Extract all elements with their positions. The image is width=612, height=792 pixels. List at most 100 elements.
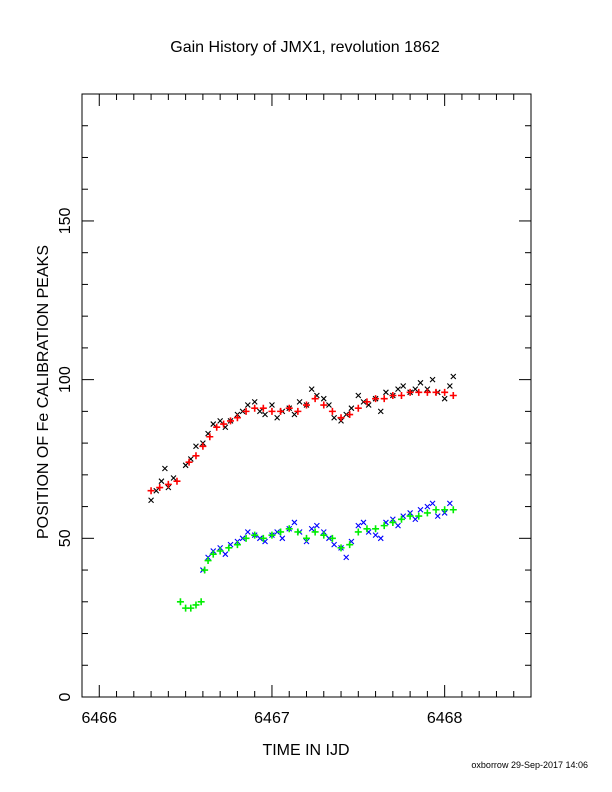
data-point xyxy=(187,604,195,612)
y-tick-label: 100 xyxy=(57,366,74,393)
data-point xyxy=(251,404,259,412)
data-point xyxy=(164,480,172,488)
data-point xyxy=(209,550,217,558)
data-point xyxy=(225,544,233,552)
data-point xyxy=(197,598,205,606)
data-point xyxy=(400,383,407,389)
data-point xyxy=(147,487,155,495)
data-point xyxy=(158,478,165,485)
data-point xyxy=(242,534,250,542)
data-point xyxy=(233,414,241,422)
data-point xyxy=(355,522,362,529)
data-point xyxy=(354,528,362,536)
data-point xyxy=(406,512,414,520)
data-point xyxy=(449,392,457,399)
data-point xyxy=(182,462,189,469)
data-point xyxy=(434,513,441,519)
data-point xyxy=(328,534,336,542)
data-point xyxy=(423,509,431,517)
data-point xyxy=(441,395,448,402)
data-point xyxy=(220,420,228,428)
data-point xyxy=(222,551,229,558)
data-point xyxy=(377,535,384,542)
x-axis-label: TIME IN IJD xyxy=(262,742,349,759)
data-point xyxy=(291,519,298,526)
data-point xyxy=(363,398,371,406)
data-point xyxy=(446,500,453,507)
data-point xyxy=(256,408,263,415)
data-point xyxy=(303,534,310,542)
data-point xyxy=(192,452,200,460)
data-point xyxy=(320,401,328,409)
data-point xyxy=(153,487,160,494)
data-point xyxy=(268,407,276,415)
x-axis: 6466 6467 6468 xyxy=(81,94,532,727)
data-point xyxy=(242,407,250,415)
x-tick-label: 6468 xyxy=(427,710,463,727)
data-point xyxy=(363,525,371,533)
y-axis: 0 50 100 150 xyxy=(57,93,531,701)
data-point xyxy=(331,414,338,421)
data-point xyxy=(285,404,293,412)
data-point xyxy=(372,532,379,539)
series-3 xyxy=(176,506,457,612)
data-point xyxy=(216,547,224,555)
data-point xyxy=(372,525,380,533)
data-point xyxy=(173,477,181,485)
data-point xyxy=(311,395,319,403)
data-point xyxy=(192,601,200,609)
data-point xyxy=(303,401,310,409)
data-point xyxy=(244,402,251,408)
data-point xyxy=(337,544,345,552)
data-point xyxy=(204,557,212,565)
data-point xyxy=(429,500,436,507)
data-point xyxy=(412,516,419,523)
data-point xyxy=(415,388,423,396)
data-point xyxy=(395,386,401,393)
data-point xyxy=(193,443,199,450)
data-point xyxy=(227,417,235,425)
data-point xyxy=(185,458,193,466)
data-point xyxy=(244,529,251,535)
data-point xyxy=(326,402,332,408)
data-point xyxy=(259,534,267,542)
plot-frame xyxy=(81,93,532,698)
data-point xyxy=(432,506,440,514)
data-point xyxy=(274,414,281,421)
x-tick-label: 6467 xyxy=(254,710,290,727)
data-point xyxy=(423,388,431,396)
data-point xyxy=(417,506,424,513)
series-1 xyxy=(147,388,457,495)
data-point xyxy=(377,408,384,415)
chart-title: Gain History of JMX1, revolution 1862 xyxy=(170,39,440,56)
y-tick-label: 0 xyxy=(57,692,74,701)
data-point xyxy=(162,465,168,472)
data-point xyxy=(415,512,423,520)
data-point xyxy=(346,541,354,549)
data-point xyxy=(269,402,275,408)
data-point xyxy=(372,395,380,403)
data-point xyxy=(285,525,293,533)
data-point xyxy=(354,404,362,412)
data-point xyxy=(311,528,319,536)
data-series xyxy=(147,373,457,612)
data-point xyxy=(343,554,350,561)
data-point xyxy=(251,398,258,405)
data-point xyxy=(320,531,328,539)
data-point xyxy=(294,407,302,415)
data-point xyxy=(450,373,457,380)
data-point xyxy=(441,506,449,514)
data-point xyxy=(213,423,221,431)
data-point xyxy=(355,392,362,399)
data-point xyxy=(346,411,354,419)
data-point xyxy=(251,531,259,539)
data-point xyxy=(383,389,389,396)
data-point xyxy=(406,388,414,396)
data-point xyxy=(429,376,436,383)
data-point xyxy=(262,411,268,418)
data-point xyxy=(308,525,315,532)
y-axis-label: POSITION OF Fe CALIBRATION PEAKS xyxy=(35,245,52,539)
data-point xyxy=(268,531,276,539)
data-point xyxy=(279,535,286,542)
y-tick-label: 150 xyxy=(57,208,74,235)
